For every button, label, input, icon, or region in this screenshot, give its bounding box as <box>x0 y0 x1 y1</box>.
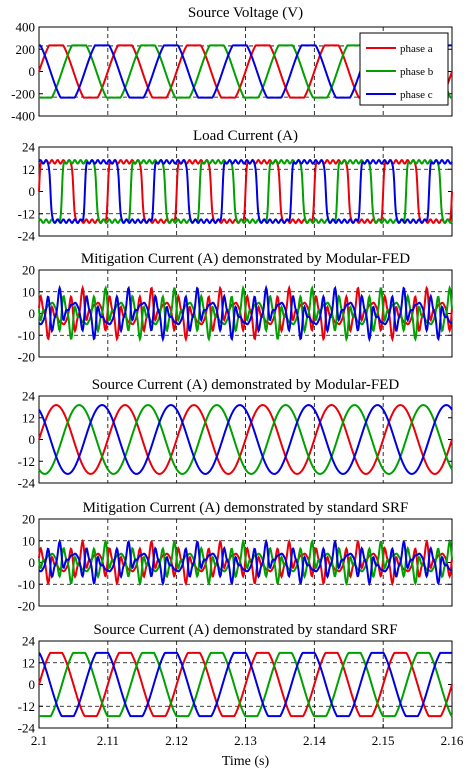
y-tick-label: 24 <box>22 634 36 649</box>
series-line-1 <box>38 158 453 225</box>
series-line-3 <box>38 404 453 475</box>
legend-label: phase b <box>400 66 434 78</box>
series-line-2 <box>38 158 453 225</box>
y-tick-label: -400 <box>11 109 35 124</box>
series-line-3 <box>38 538 453 587</box>
x-tick-label: 2.16 <box>441 733 464 748</box>
x-tick-label: 2.14 <box>303 733 326 748</box>
y-tick-label: 0 <box>29 432 36 447</box>
panel-6: Source Current (A) demonstrated by stand… <box>18 622 464 769</box>
y-tick-label: -12 <box>18 206 35 221</box>
panel-title: Load Current (A) <box>193 128 298 144</box>
x-tick-label: 2.13 <box>234 733 257 748</box>
series-line-3 <box>38 651 452 718</box>
y-tick-label: -10 <box>18 577 35 592</box>
x-axis-label: Time (s) <box>222 754 270 769</box>
x-tick-label: 2.12 <box>165 733 188 748</box>
y-tick-label: -10 <box>18 328 35 343</box>
panel-title: Mitigation Current (A) demonstrated by M… <box>81 251 410 267</box>
y-tick-label: -20 <box>18 350 35 365</box>
y-tick-label: 24 <box>22 140 36 155</box>
y-tick-label: -24 <box>18 476 36 491</box>
series-line-1 <box>38 404 453 475</box>
y-tick-label: 20 <box>22 512 35 527</box>
panel-title: Source Current (A) demonstrated by Modul… <box>92 377 400 393</box>
series-line-2 <box>38 539 453 586</box>
series-line-2 <box>39 651 453 718</box>
x-tick-label: 2.11 <box>97 733 119 748</box>
x-tick-label: 2.15 <box>372 733 395 748</box>
y-tick-label: -12 <box>18 454 35 469</box>
panel-title: Mitigation Current (A) demonstrated by s… <box>83 500 409 516</box>
y-tick-label: 24 <box>22 389 36 404</box>
panel-3: Mitigation Current (A) demonstrated by M… <box>18 251 453 365</box>
y-tick-label: 0 <box>29 64 36 79</box>
panel-title: Source Voltage (V) <box>188 5 303 21</box>
series-line-1 <box>38 651 453 718</box>
series-line-2 <box>38 284 453 343</box>
y-tick-label: -24 <box>18 721 36 736</box>
panel-5: Mitigation Current (A) demonstrated by s… <box>18 500 453 614</box>
legend: phase a phase b phase c <box>359 32 449 106</box>
x-tick-label: 2.1 <box>31 733 47 748</box>
y-tick-label: 10 <box>22 533 35 548</box>
y-tick-label: 12 <box>22 410 35 425</box>
y-tick-label: -12 <box>18 699 35 714</box>
series-line-3 <box>38 284 453 343</box>
y-tick-label: 20 <box>22 263 35 278</box>
panel-4: Source Current (A) demonstrated by Modul… <box>18 377 453 491</box>
y-tick-label: 12 <box>22 655 35 670</box>
y-tick-label: 400 <box>16 20 36 35</box>
series-line-3 <box>38 158 453 225</box>
y-tick-label: 12 <box>22 162 35 177</box>
y-tick-label: -20 <box>18 599 35 614</box>
y-tick-label: -200 <box>11 86 35 101</box>
panel-2: Load Current (A) 24 12 0 -12 -24 <box>18 128 453 244</box>
y-tick-label: 0 <box>29 677 36 692</box>
legend-label: phase c <box>400 89 433 101</box>
y-tick-label: 10 <box>22 284 35 299</box>
y-tick-label: 0 <box>29 184 36 199</box>
panel-1: Source Voltage (V) 400 200 0 -200 -400 phase a… <box>11 5 453 124</box>
y-tick-label: 200 <box>16 42 36 57</box>
legend-label: phase a <box>400 43 433 55</box>
y-tick-label: 0 <box>29 555 36 570</box>
y-tick-label: 0 <box>29 306 36 321</box>
y-tick-label: -24 <box>18 229 36 244</box>
series-line-2 <box>38 404 453 475</box>
panel-title: Source Current (A) demonstrated by stand… <box>93 622 397 638</box>
